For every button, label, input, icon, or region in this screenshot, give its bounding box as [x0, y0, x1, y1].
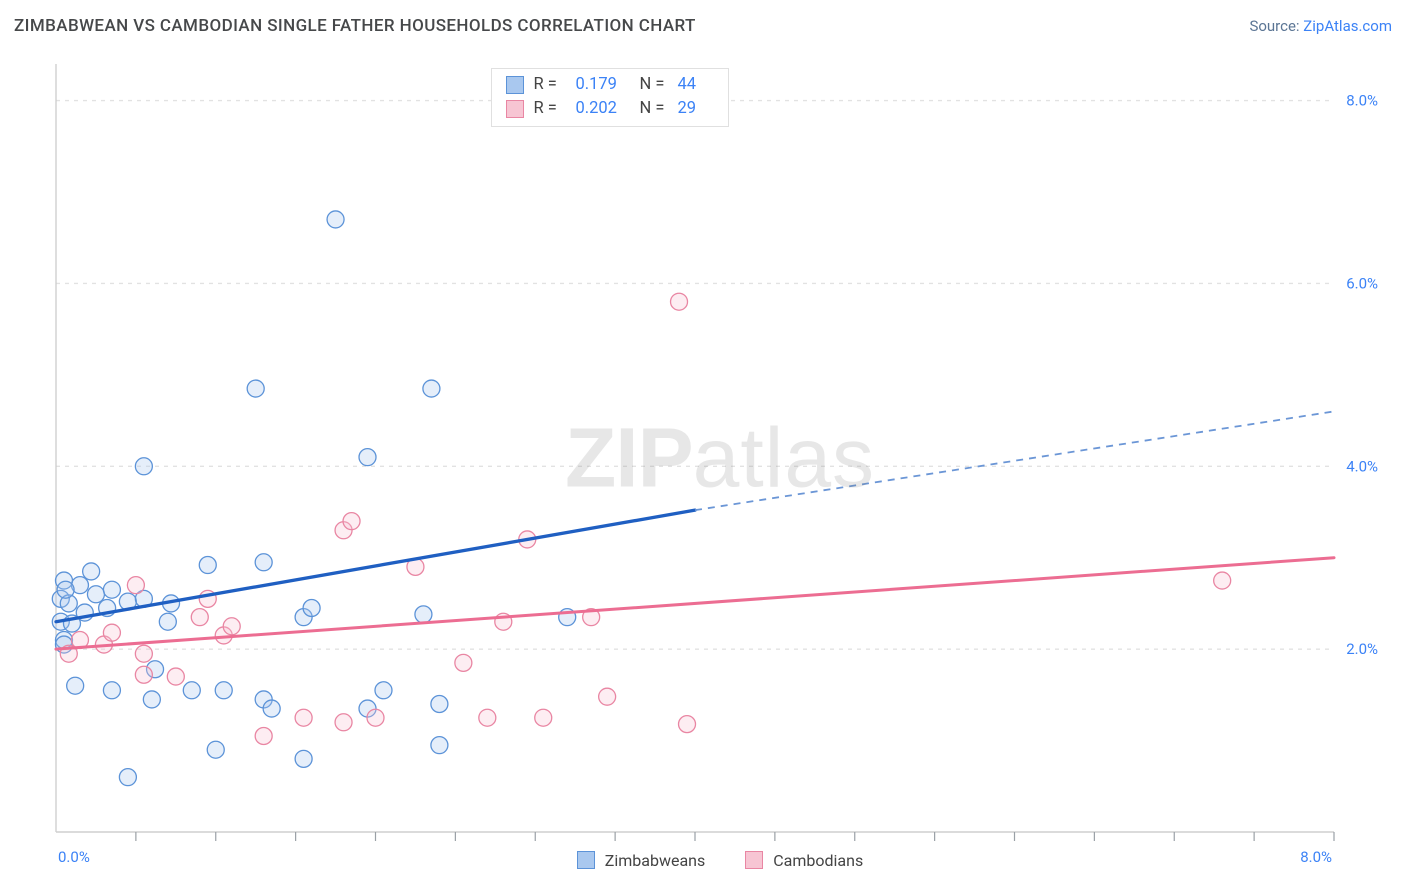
legend-label: Cambodians — [773, 851, 863, 870]
legend-r-label: R = — [534, 75, 570, 94]
legend-swatch — [506, 100, 524, 118]
legend-n-value: 29 — [678, 99, 714, 118]
legend-swatch — [506, 76, 524, 94]
svg-text:4.0%: 4.0% — [1346, 457, 1378, 475]
legend-n-label: N = — [640, 75, 672, 94]
svg-text:2.0%: 2.0% — [1346, 640, 1378, 658]
source-line: Source: ZipAtlas.com — [1249, 17, 1392, 35]
legend-r-value: 0.179 — [576, 75, 634, 94]
source-prefix: Source: — [1249, 17, 1303, 35]
legend-swatch — [577, 851, 595, 869]
legend-r-label: R = — [534, 99, 570, 118]
chart-container: ZIMBABWEAN VS CAMBODIAN SINGLE FATHER HO… — [0, 0, 1406, 892]
legend-item: Cambodians — [745, 851, 863, 870]
svg-text:8.0%: 8.0% — [1346, 92, 1378, 110]
correlation-legend: R = 0.179 N = 44 R = 0.202 N = 29 — [491, 68, 729, 127]
chart-title: ZIMBABWEAN VS CAMBODIAN SINGLE FATHER HO… — [14, 16, 696, 36]
legend-swatch — [745, 851, 763, 869]
legend-n-label: N = — [640, 99, 672, 118]
source-link[interactable]: ZipAtlas.com — [1303, 17, 1392, 35]
chart-area: ZIPatlas 0.0%8.0%2.0%4.0%6.0%8.0% R = 0.… — [50, 58, 1390, 874]
legend-item: Zimbabweans — [577, 851, 705, 870]
svg-text:6.0%: 6.0% — [1346, 274, 1378, 292]
legend-r-value: 0.202 — [576, 99, 634, 118]
legend-label: Zimbabweans — [605, 851, 705, 870]
scatter-plot: 0.0%8.0%2.0%4.0%6.0%8.0% — [50, 58, 1390, 874]
legend-n-value: 44 — [678, 75, 714, 94]
series-legend: Zimbabweans Cambodians — [50, 846, 1390, 874]
header: ZIMBABWEAN VS CAMBODIAN SINGLE FATHER HO… — [14, 16, 1392, 36]
